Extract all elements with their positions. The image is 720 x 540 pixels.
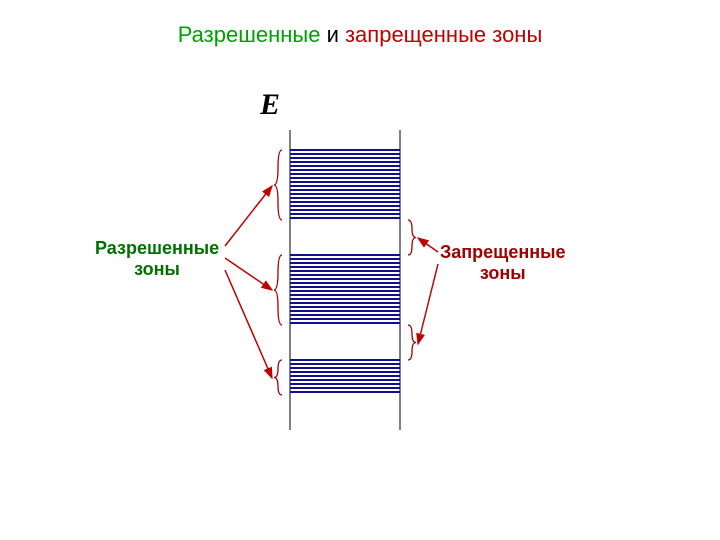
allowed-band [290,150,400,218]
left-bracket [274,150,282,220]
left-bracket [274,255,282,325]
allowed-band [290,255,400,323]
pointer-arrow [418,238,438,252]
pointer-arrow [225,186,272,246]
left-bracket [274,360,282,395]
right-bracket [408,325,416,360]
pointer-arrow [418,264,438,344]
right-bracket [408,220,416,255]
pointer-arrow [225,270,272,378]
band-diagram [0,0,720,540]
allowed-band [290,360,400,392]
